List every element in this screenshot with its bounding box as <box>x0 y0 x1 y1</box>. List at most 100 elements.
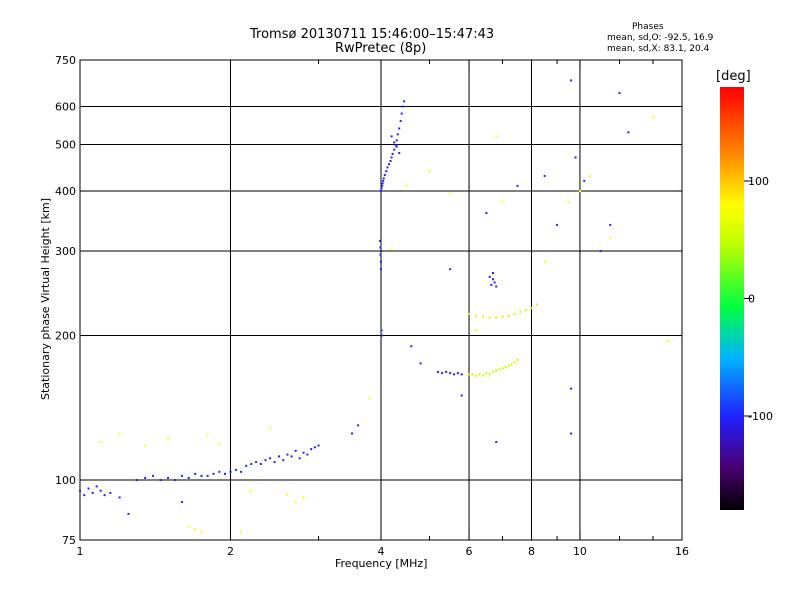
data-point <box>491 370 494 373</box>
x-axis-label: Frequency [MHz] <box>335 557 428 570</box>
data-point <box>485 212 488 215</box>
x-tick-label: 16 <box>675 545 689 558</box>
data-point <box>298 457 301 460</box>
data-point <box>187 525 190 528</box>
data-point <box>666 339 669 342</box>
data-point <box>495 285 498 288</box>
data-point <box>609 236 612 239</box>
data-point <box>627 131 630 134</box>
data-point <box>393 141 396 144</box>
data-point <box>245 464 248 467</box>
data-point <box>419 362 422 365</box>
data-point <box>390 248 393 251</box>
data-point <box>468 312 471 315</box>
data-point <box>543 174 546 177</box>
data-point <box>167 476 170 479</box>
data-point <box>181 500 184 503</box>
data-point <box>269 457 272 460</box>
data-point <box>206 474 209 477</box>
data-point <box>530 307 533 310</box>
data-point <box>501 315 504 318</box>
chart-title: Tromsø 20130711 15:46:00–15:47:43 <box>250 27 495 42</box>
y-tick-label: 300 <box>55 245 76 258</box>
data-point <box>428 170 431 173</box>
data-point <box>380 260 382 263</box>
data-point <box>152 474 155 477</box>
data-point <box>277 455 280 458</box>
data-point <box>410 345 413 348</box>
data-point <box>398 127 401 130</box>
data-point <box>381 182 384 185</box>
data-point <box>491 278 494 281</box>
data-point <box>599 250 602 253</box>
data-point <box>290 455 293 458</box>
x-tick-label: 1 <box>77 545 84 558</box>
data-point <box>380 187 383 190</box>
data-point <box>510 363 513 366</box>
data-point <box>567 200 570 203</box>
data-point <box>501 367 504 370</box>
data-point <box>498 368 501 371</box>
data-point <box>91 491 94 494</box>
data-point <box>286 453 289 456</box>
data-point <box>475 314 478 317</box>
data-point <box>570 387 573 390</box>
data-point <box>294 449 297 452</box>
grid-lines <box>80 60 682 540</box>
data-point <box>398 152 401 155</box>
data-point <box>109 491 112 494</box>
data-point <box>475 374 478 377</box>
data-point <box>382 177 385 180</box>
data-point <box>491 271 494 274</box>
data-point <box>357 424 360 427</box>
data-point <box>488 373 491 376</box>
data-points <box>79 79 669 533</box>
data-point <box>456 372 459 375</box>
data-point <box>395 145 398 148</box>
y-tick-label: 200 <box>55 330 76 343</box>
data-point <box>368 397 371 400</box>
data-point <box>386 166 389 169</box>
data-point <box>574 156 577 159</box>
data-point <box>618 92 621 95</box>
data-point <box>194 528 197 531</box>
data-point <box>578 190 581 193</box>
data-point <box>302 451 305 454</box>
data-point <box>507 364 510 367</box>
data-point <box>87 487 90 490</box>
data-point <box>445 370 448 373</box>
colorbar <box>720 87 744 510</box>
data-point <box>401 105 404 108</box>
data-point <box>516 358 519 361</box>
data-point <box>453 373 456 376</box>
data-point <box>200 474 203 477</box>
phases-heading: Phases <box>632 22 664 32</box>
data-point <box>194 472 197 475</box>
x-tick-label: 6 <box>466 545 473 558</box>
data-point <box>79 489 81 492</box>
data-point <box>378 239 381 242</box>
colorbar-ticks: 100 0 -100 <box>744 175 773 423</box>
data-point <box>144 476 147 479</box>
data-point <box>495 135 498 138</box>
data-point <box>240 530 243 533</box>
data-point <box>504 365 507 368</box>
y-tick-label: 100 <box>55 474 76 487</box>
data-point <box>218 470 221 473</box>
data-point <box>395 139 398 142</box>
data-point <box>381 184 384 187</box>
data-point <box>381 334 384 337</box>
data-point <box>294 500 297 503</box>
phases-o-stats: mean, sd,O: -92.5, 16.9 <box>607 33 714 43</box>
data-point <box>609 223 612 226</box>
data-point <box>264 459 267 462</box>
x-tick-label: 4 <box>378 545 385 558</box>
data-point <box>391 152 394 155</box>
data-point <box>224 472 227 475</box>
data-point <box>144 444 147 447</box>
data-point <box>118 496 121 499</box>
data-point <box>282 459 285 462</box>
data-point <box>187 476 190 479</box>
data-point <box>399 119 402 122</box>
